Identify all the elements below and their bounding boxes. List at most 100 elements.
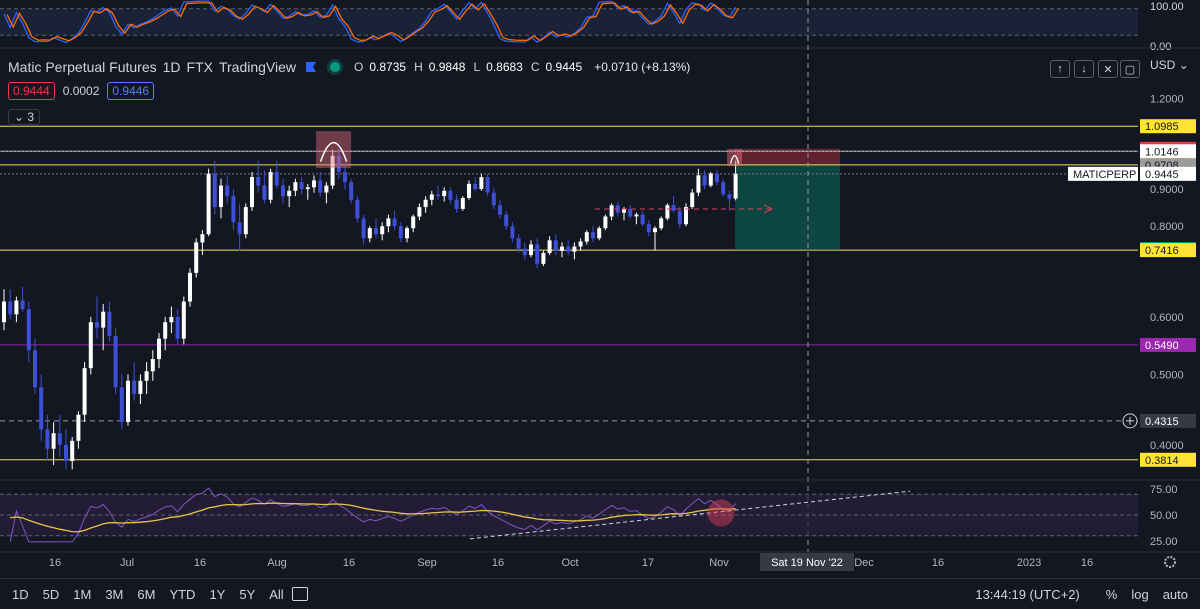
x-tick-label: 17: [642, 557, 654, 569]
candle-body: [64, 444, 68, 461]
interval-label[interactable]: 1D: [162, 59, 181, 75]
timeframe-5y[interactable]: 5Y: [239, 586, 256, 602]
candle-body: [479, 177, 484, 190]
candle-body: [597, 228, 602, 239]
candle-body: [715, 173, 719, 183]
ohlc-close-value: 0.9445: [545, 60, 583, 74]
ohlc-open-label: O: [354, 60, 364, 74]
candle-body: [522, 248, 527, 256]
clock[interactable]: 13:44:19 (UTC+2): [975, 586, 1080, 602]
indicators-toggle[interactable]: ⌄ 3: [8, 109, 41, 125]
candle-body: [194, 242, 199, 273]
chevron-down-icon: ⌄: [14, 110, 25, 124]
ohlc-low-value: 0.8683: [486, 60, 523, 74]
candle-body: [237, 222, 242, 235]
candle-body: [256, 177, 261, 186]
candle-body: [696, 175, 701, 193]
timeframe-ytd[interactable]: YTD: [169, 586, 196, 602]
candle-body: [361, 218, 366, 239]
source-label: TradingView: [218, 59, 297, 75]
candle-body: [653, 228, 657, 233]
log-toggle[interactable]: log: [1131, 586, 1149, 602]
candle-body: [553, 240, 558, 251]
candle-body: [150, 359, 155, 372]
candle-body: [343, 172, 347, 183]
exchange-label: FTX: [186, 59, 213, 75]
buy-button[interactable]: 0.9446: [107, 82, 155, 100]
candle-body: [336, 155, 341, 173]
timeframe-3m[interactable]: 3M: [105, 586, 124, 602]
sell-button[interactable]: 0.9444: [8, 82, 55, 100]
price-change: +0.0710 (+8.13%): [594, 60, 691, 74]
y-tick-label: 0.5000: [1150, 369, 1184, 381]
candle-body: [429, 194, 434, 200]
flag-icon[interactable]: [306, 62, 317, 72]
timeframe-6m[interactable]: 6M: [137, 586, 156, 602]
maximize-icon: ▢: [1124, 63, 1136, 76]
rsi-ma-line: [10, 502, 736, 533]
currency-select[interactable]: USD ⌄: [1150, 58, 1189, 72]
y-tick-label: 0.6000: [1150, 312, 1184, 324]
price-label-box: [1140, 452, 1196, 467]
chart-canvas[interactable]: 100.00 0.00 1.2000 0.9000 0.8000 0.6000 0.5000…: [0, 0, 1200, 578]
candle-body: [88, 322, 93, 369]
candle-body: [324, 185, 329, 193]
gear-icon: [1164, 556, 1176, 568]
ohlc-close-label: C: [530, 60, 540, 74]
candle-body: [454, 199, 459, 209]
candle-body: [274, 172, 279, 186]
candle-body: [250, 177, 254, 208]
indicators-count: 3: [27, 110, 35, 124]
candle-body: [95, 322, 99, 328]
x-tick-label: 16: [49, 557, 61, 569]
candle-body: [677, 210, 682, 225]
symbol-name[interactable]: Matic Perpetual Futures: [8, 59, 157, 75]
y-tick-label: 0.8000: [1150, 221, 1184, 233]
candle-body: [231, 196, 236, 223]
move-up-button[interactable]: ↑: [1050, 60, 1070, 78]
rsi-line: [9, 487, 736, 543]
candle-body: [386, 218, 391, 227]
candle-body: [529, 244, 533, 256]
candle-body: [101, 311, 106, 328]
maximize-pane-button[interactable]: ▢: [1120, 60, 1140, 78]
market-status-icon: [330, 62, 341, 72]
candle-body: [299, 182, 304, 190]
candle-body: [26, 309, 31, 351]
timeframe-1m[interactable]: 1M: [73, 586, 92, 602]
candle-body: [243, 207, 248, 235]
candle-body: [57, 433, 62, 445]
price-label: 0.5490: [1145, 340, 1179, 352]
percent-toggle[interactable]: %: [1105, 586, 1118, 602]
candle-body: [622, 208, 626, 213]
timeframe-1y[interactable]: 1Y: [209, 586, 226, 602]
candle-body: [219, 185, 223, 208]
go-to-date-icon[interactable]: [291, 587, 308, 601]
move-down-button[interactable]: ↓: [1074, 60, 1094, 78]
rsi-trendline: [469, 490, 911, 540]
osc-tick-label: 0.00: [1150, 41, 1171, 53]
candle-body: [107, 311, 112, 336]
x-tick-label: Jul: [120, 557, 134, 569]
candle-body: [646, 224, 651, 233]
timeframe-5d[interactable]: 5D: [42, 586, 60, 602]
candle-body: [20, 300, 25, 310]
candle-body: [126, 380, 130, 422]
auto-toggle[interactable]: auto: [1162, 586, 1188, 602]
timeframe-1d[interactable]: 1D: [12, 586, 29, 602]
candle-body: [268, 172, 273, 200]
candle-body: [163, 322, 168, 339]
ohlc-high-label: H: [414, 60, 423, 74]
candle-body: [287, 190, 292, 197]
candle-body: [541, 252, 546, 264]
delete-pane-button[interactable]: ✕: [1098, 60, 1118, 78]
x-tick-label: 2023: [1017, 557, 1041, 569]
candle-body: [355, 199, 360, 219]
candle-body: [708, 173, 713, 186]
timeframe-all[interactable]: All: [269, 586, 284, 602]
x-tick-label: 16: [932, 557, 944, 569]
x-tick-label: 16: [492, 557, 504, 569]
candle-body: [33, 350, 37, 388]
candle-body: [144, 371, 149, 381]
candle-body: [169, 316, 174, 323]
